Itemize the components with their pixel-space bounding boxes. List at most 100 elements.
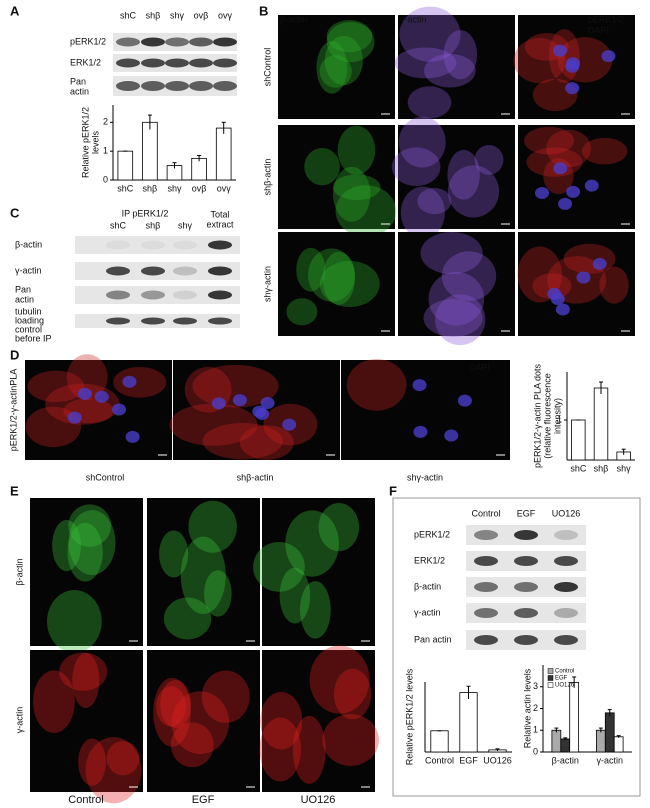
- nucleus: [122, 375, 137, 388]
- cell: [78, 738, 106, 786]
- blot-band: [554, 635, 578, 645]
- cell: [106, 741, 140, 776]
- cell: [326, 20, 373, 53]
- row-label: ERK1/2: [414, 555, 445, 565]
- nucleus: [282, 418, 297, 431]
- cell: [424, 53, 476, 88]
- blot-band: [141, 290, 165, 300]
- row-label: β-actin: [14, 558, 24, 585]
- bar: [142, 121, 158, 181]
- cell: [113, 366, 167, 398]
- nucleus: [566, 185, 581, 198]
- panel-label: F: [389, 483, 397, 498]
- cell: [399, 6, 461, 62]
- blot-band: [173, 317, 197, 325]
- blot-band: [514, 556, 538, 566]
- blot-band: [514, 530, 538, 540]
- nucleus: [457, 394, 472, 407]
- cell: [443, 30, 478, 80]
- nucleus: [125, 430, 140, 443]
- cell: [68, 510, 116, 575]
- caption: Control: [68, 794, 103, 806]
- cell: [474, 144, 504, 175]
- row-label: Pan actin: [414, 634, 452, 644]
- blot-band: [208, 317, 232, 325]
- lane-label: Control: [471, 508, 500, 518]
- cell: [296, 247, 326, 292]
- legend-swatch: [547, 682, 554, 688]
- label: actin: [70, 86, 89, 96]
- micrograph: [262, 650, 375, 792]
- y-tick-label: 0: [103, 174, 108, 184]
- cell: [319, 260, 380, 307]
- cell: [72, 653, 100, 708]
- cell: [599, 266, 629, 304]
- channel-label: DAPI: [588, 25, 609, 35]
- nucleus: [412, 379, 427, 392]
- nucleus: [252, 405, 267, 418]
- cell: [326, 22, 375, 63]
- row-label: pERK1/2: [414, 529, 450, 539]
- bar: [604, 712, 615, 753]
- blot-band: [208, 266, 232, 276]
- lane-label: shC: [110, 220, 127, 230]
- x-tick-label: shβ: [594, 463, 609, 473]
- row-label: γ-actin: [14, 707, 24, 734]
- cell: [47, 590, 102, 653]
- blot-band: [141, 58, 165, 68]
- bar: [596, 729, 606, 753]
- cell: [85, 737, 142, 804]
- blot-band: [213, 58, 237, 68]
- lane-label: shC: [120, 10, 137, 20]
- x-tick-label: shC: [570, 463, 587, 473]
- label: tubulin: [15, 306, 42, 316]
- cell: [52, 519, 81, 572]
- y-tick-label: 2: [103, 117, 108, 127]
- cell: [180, 536, 226, 615]
- micrograph: [398, 125, 515, 229]
- y-axis-label: levels: [90, 130, 100, 154]
- cell: [159, 530, 189, 578]
- label: Pan: [70, 76, 86, 86]
- bar: [560, 738, 571, 753]
- blot-band: [514, 608, 538, 618]
- header: IP pERK1/2: [122, 208, 169, 218]
- bar: [459, 692, 478, 753]
- channel-label: pERK1/2: [588, 14, 624, 24]
- row-label: shγ-actin: [262, 266, 272, 302]
- caption: EGF: [192, 794, 215, 806]
- cell: [546, 129, 592, 168]
- cell: [324, 35, 363, 86]
- lane-label: ovβ: [194, 10, 209, 20]
- x-tick-label: shC: [117, 183, 134, 193]
- micrograph: [262, 498, 375, 646]
- nucleus: [77, 387, 92, 400]
- lane-label: shβ: [146, 220, 161, 230]
- cell: [316, 41, 348, 94]
- nucleus: [584, 179, 599, 192]
- blot-band: [116, 37, 140, 47]
- x-tick-label: shγ: [167, 183, 182, 193]
- cell: [417, 188, 452, 215]
- y-axis-label: Relative actin levels: [522, 668, 532, 748]
- micrograph: [30, 650, 143, 792]
- blot-band: [213, 37, 237, 47]
- nucleus: [555, 303, 570, 316]
- cell: [68, 504, 112, 547]
- row-label: β-actin: [414, 581, 441, 591]
- bar: [593, 387, 609, 461]
- cell: [318, 503, 360, 552]
- cell: [201, 670, 250, 723]
- y-tick-label: 2: [533, 703, 538, 713]
- cell: [447, 149, 480, 200]
- cell: [398, 116, 446, 168]
- cell: [304, 148, 340, 186]
- y-tick-label: 1: [557, 414, 562, 424]
- cell: [524, 126, 575, 155]
- cell: [153, 677, 191, 747]
- micrograph: [147, 650, 260, 792]
- blot-band: [514, 635, 538, 645]
- blot-band: [141, 317, 165, 325]
- nucleus: [94, 390, 109, 403]
